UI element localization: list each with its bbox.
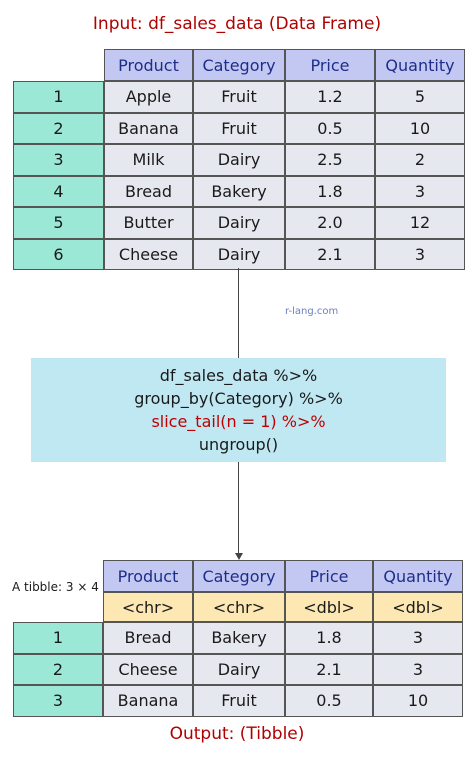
output-title: Output: (Tibble) <box>0 724 474 744</box>
output-type-cell: <chr> <box>103 592 193 622</box>
output-cell: Cheese <box>103 653 193 685</box>
output-cell: 3 <box>373 622 463 654</box>
arrowhead-icon <box>235 553 243 560</box>
output-row-number: 1 <box>13 622 103 654</box>
input-cell: Dairy <box>193 238 285 270</box>
output-cell: Fruit <box>193 685 285 717</box>
input-row-number: 1 <box>13 81 104 113</box>
output-cell: 3 <box>373 653 463 685</box>
input-cell: 3 <box>375 238 465 270</box>
output-cell: 2.1 <box>285 653 373 685</box>
code-block: df_sales_data %>% group_by(Category) %>%… <box>31 358 446 462</box>
output-header-price: Price <box>285 560 373 592</box>
output-header-product: Product <box>103 560 193 592</box>
input-title-prefix: Input: <box>92 14 143 34</box>
input-header-price: Price <box>285 49 375 81</box>
input-header-category: Category <box>193 49 285 81</box>
input-cell: Milk <box>104 144 193 176</box>
input-row-number: 6 <box>13 238 104 270</box>
input-row-number: 2 <box>13 112 104 144</box>
input-cell: Fruit <box>193 112 285 144</box>
output-type-cell: <dbl> <box>373 592 463 622</box>
input-cell: 10 <box>375 112 465 144</box>
input-cell: Butter <box>104 207 193 239</box>
input-cell: Apple <box>104 81 193 113</box>
input-cell: 0.5 <box>285 112 375 144</box>
code-line-3-highlighted: slice_tail(n = 1) %>% <box>151 412 326 431</box>
input-header-product: Product <box>104 49 193 81</box>
input-cell: Dairy <box>193 144 285 176</box>
output-row-number: 3 <box>13 685 103 717</box>
input-cell: 5 <box>375 81 465 113</box>
output-row-number: 2 <box>13 653 103 685</box>
output-cell: Banana <box>103 685 193 717</box>
code-line-4: ungroup() <box>198 435 279 454</box>
input-cell: Bakery <box>193 175 285 207</box>
output-cell: 10 <box>373 685 463 717</box>
input-cell: 1.2 <box>285 81 375 113</box>
output-title-name: (Tibble) <box>239 724 305 744</box>
input-row-number: 4 <box>13 175 104 207</box>
input-cell: Fruit <box>193 81 285 113</box>
code-line-2: group_by(Category) %>% <box>134 389 343 408</box>
connector-line-top <box>238 268 239 358</box>
input-row-number: 5 <box>13 207 104 239</box>
output-header-category: Category <box>193 560 285 592</box>
watermark: r-lang.com <box>285 306 339 317</box>
input-cell: Cheese <box>104 238 193 270</box>
output-cell: Dairy <box>193 653 285 685</box>
tibble-size-label: A tibble: 3 × 4 <box>12 580 99 594</box>
input-cell: Banana <box>104 112 193 144</box>
input-cell: Bread <box>104 175 193 207</box>
input-header-quantity: Quantity <box>375 49 465 81</box>
input-row-number: 3 <box>13 144 104 176</box>
input-cell: 2.1 <box>285 238 375 270</box>
connector-line-bottom <box>238 462 239 554</box>
output-cell: 0.5 <box>285 685 373 717</box>
output-title-prefix: Output: <box>169 724 235 744</box>
output-cell: Bread <box>103 622 193 654</box>
input-cell: 3 <box>375 175 465 207</box>
output-cell: Bakery <box>193 622 285 654</box>
code-line-1: df_sales_data %>% <box>159 366 318 385</box>
input-title-name: df_sales_data (Data Frame) <box>148 14 382 34</box>
input-cell: 2 <box>375 144 465 176</box>
input-title: Input: df_sales_data (Data Frame) <box>0 14 474 34</box>
output-type-cell: <dbl> <box>285 592 373 622</box>
input-cell: 2.5 <box>285 144 375 176</box>
input-cell: 12 <box>375 207 465 239</box>
input-cell: 1.8 <box>285 175 375 207</box>
input-cell: 2.0 <box>285 207 375 239</box>
output-type-cell: <chr> <box>193 592 285 622</box>
output-header-quantity: Quantity <box>373 560 463 592</box>
input-cell: Dairy <box>193 207 285 239</box>
output-cell: 1.8 <box>285 622 373 654</box>
